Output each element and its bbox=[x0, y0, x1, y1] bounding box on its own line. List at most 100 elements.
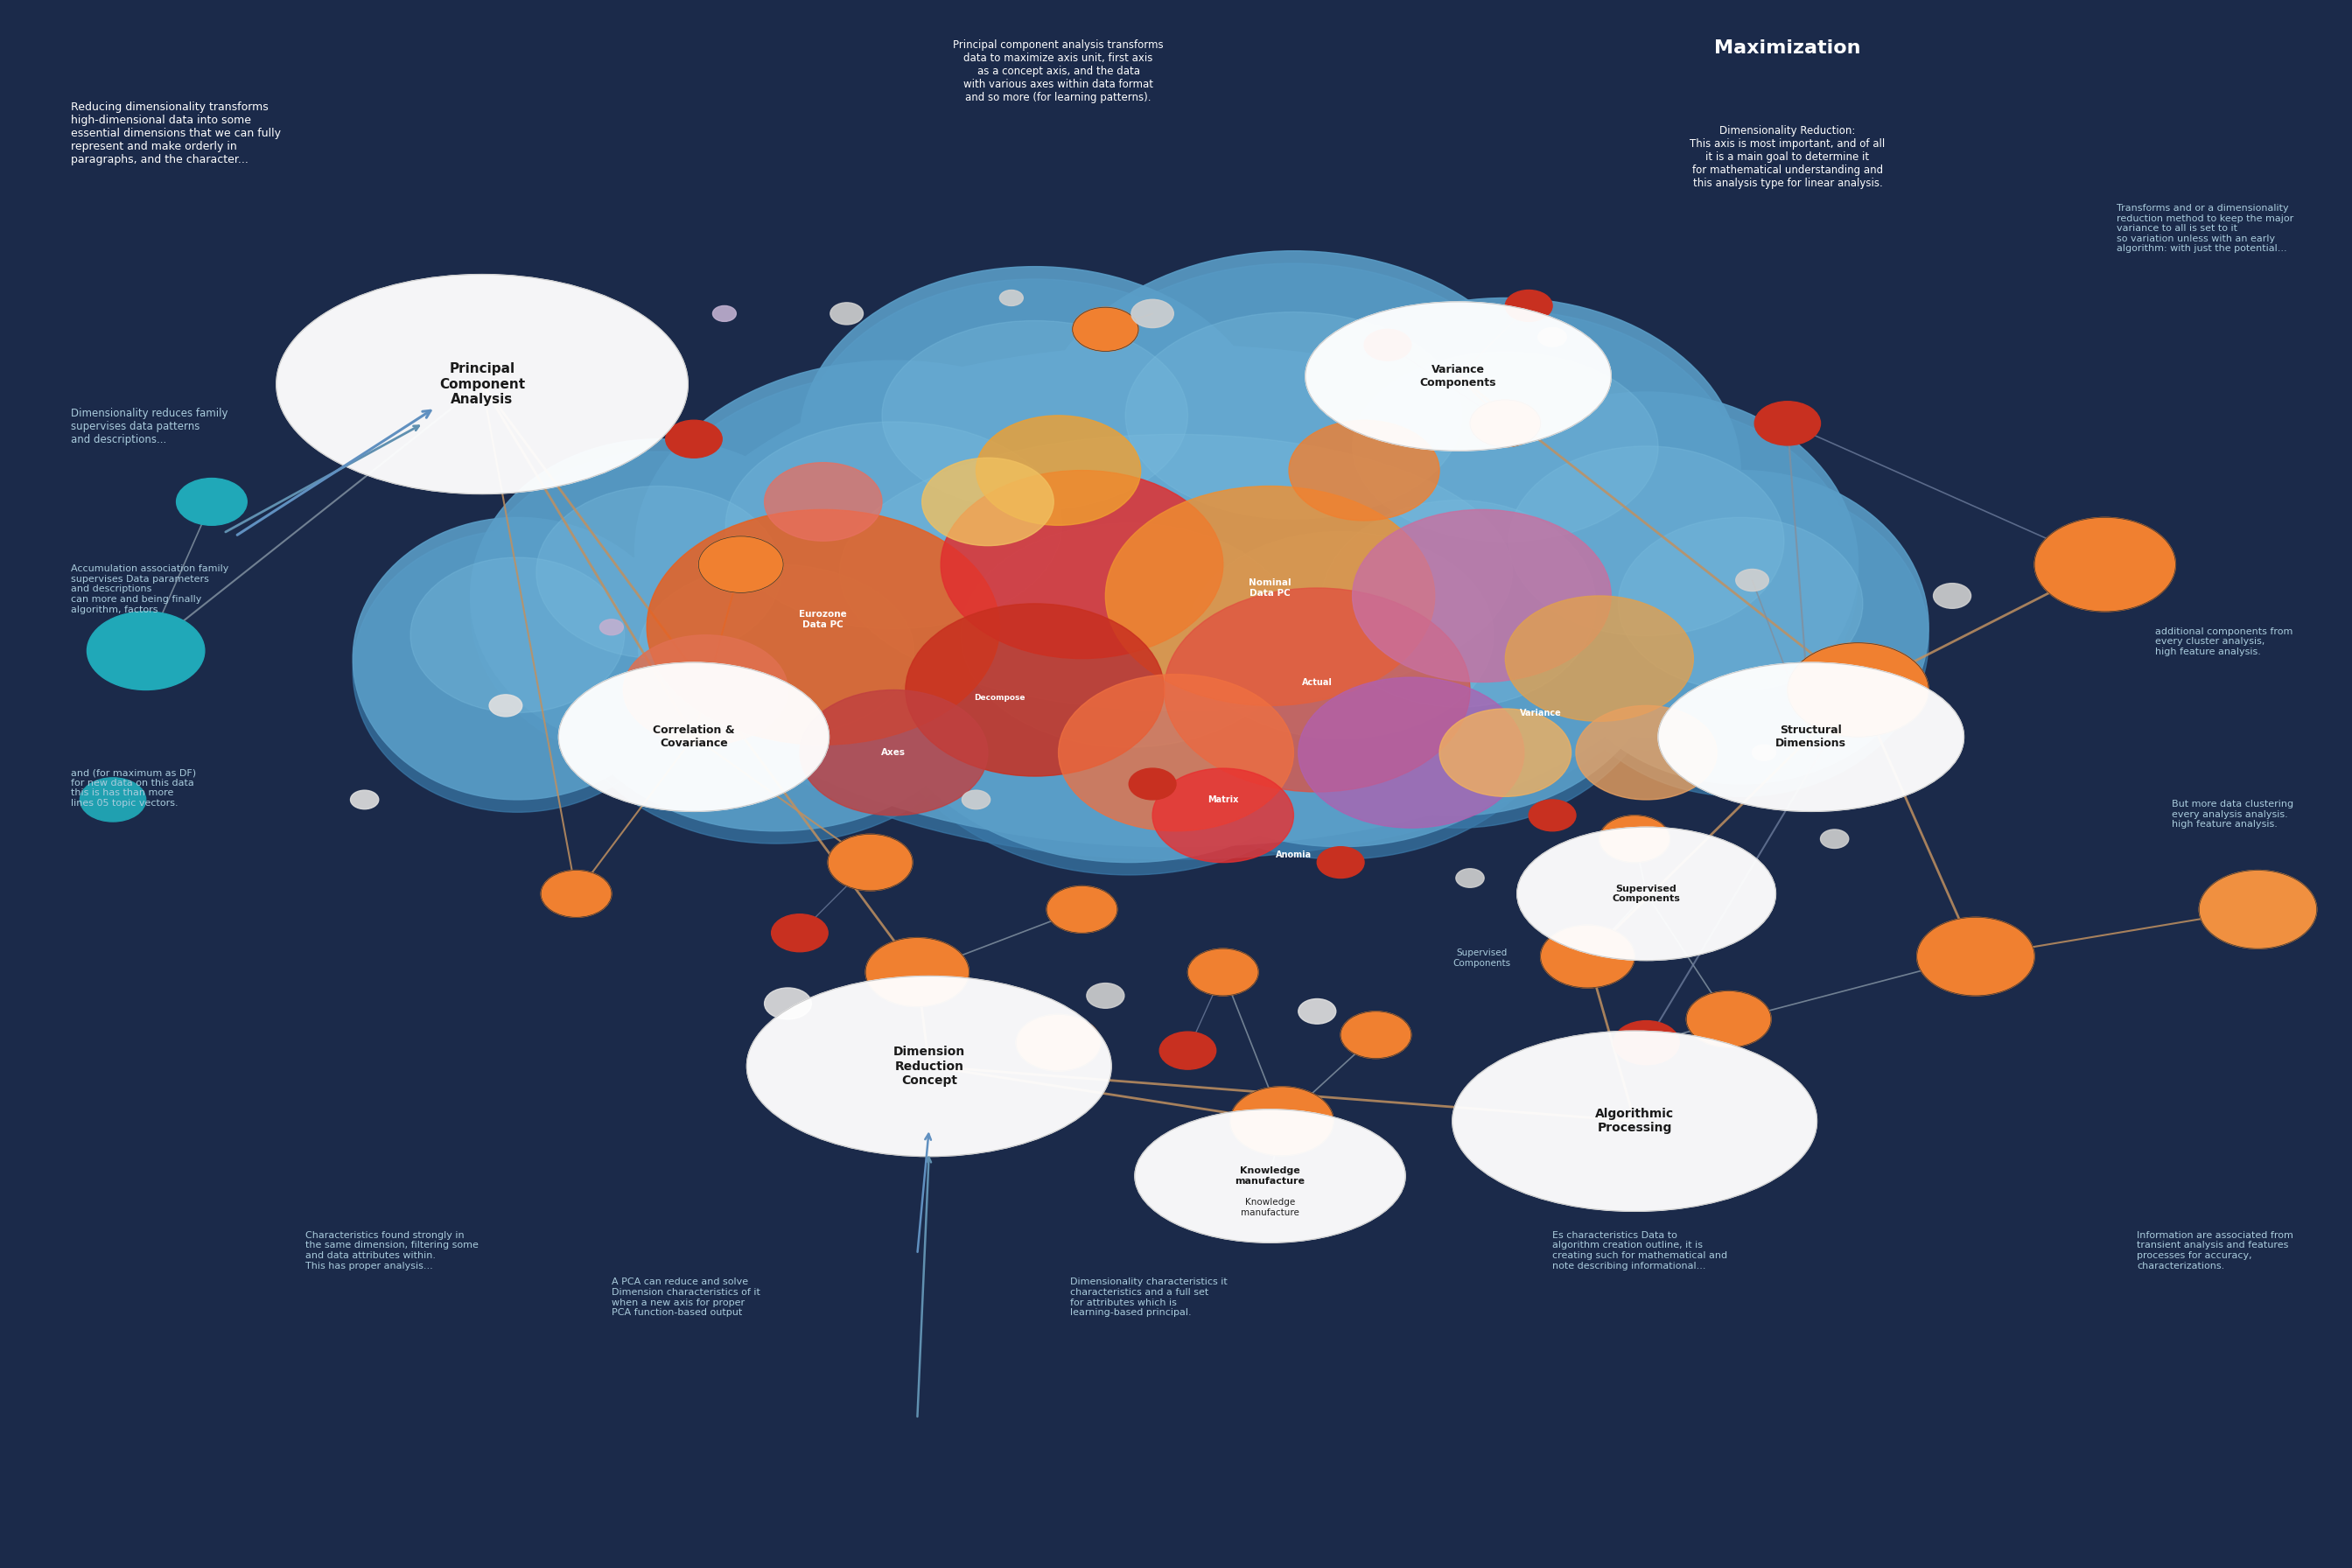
Ellipse shape bbox=[870, 467, 1388, 875]
Ellipse shape bbox=[840, 434, 1512, 710]
Text: A PCA can reduce and solve
Dimension characteristics of it
when a new axis for p: A PCA can reduce and solve Dimension cha… bbox=[612, 1278, 760, 1317]
Ellipse shape bbox=[1188, 532, 1494, 739]
Circle shape bbox=[1538, 328, 1566, 347]
Circle shape bbox=[1933, 583, 1971, 608]
Circle shape bbox=[699, 536, 783, 593]
Circle shape bbox=[1364, 329, 1411, 361]
Circle shape bbox=[1736, 569, 1769, 591]
Ellipse shape bbox=[564, 530, 988, 844]
Circle shape bbox=[1000, 290, 1023, 306]
Text: Principal component analysis transforms
data to maximize axis unit, first axis
a: Principal component analysis transforms … bbox=[953, 39, 1164, 103]
Circle shape bbox=[1599, 815, 1670, 862]
Ellipse shape bbox=[1319, 500, 1595, 707]
Ellipse shape bbox=[659, 345, 1693, 847]
Ellipse shape bbox=[1552, 483, 1929, 797]
Circle shape bbox=[771, 914, 828, 952]
Circle shape bbox=[828, 834, 913, 891]
Ellipse shape bbox=[659, 358, 1693, 859]
Circle shape bbox=[1289, 420, 1439, 521]
Text: Reducing dimensionality transforms
high-dimensional data into some
essential dim: Reducing dimensionality transforms high-… bbox=[71, 102, 280, 166]
Text: Variance
Components: Variance Components bbox=[1421, 364, 1496, 389]
Ellipse shape bbox=[1435, 392, 1858, 737]
Ellipse shape bbox=[800, 267, 1270, 612]
Text: Eurozone
Data PC: Eurozone Data PC bbox=[800, 610, 847, 629]
Ellipse shape bbox=[1247, 452, 1670, 828]
Circle shape bbox=[866, 938, 969, 1007]
Text: Knowledge
manufacture: Knowledge manufacture bbox=[1242, 1198, 1298, 1217]
Ellipse shape bbox=[882, 321, 1188, 510]
Text: Algorithmic
Processing: Algorithmic Processing bbox=[1595, 1109, 1675, 1134]
Circle shape bbox=[1529, 800, 1576, 831]
Text: Characteristics found strongly in
the same dimension, filtering some
and data at: Characteristics found strongly in the sa… bbox=[306, 1231, 480, 1270]
Ellipse shape bbox=[409, 558, 623, 712]
Ellipse shape bbox=[470, 452, 847, 765]
Ellipse shape bbox=[1124, 312, 1463, 519]
Circle shape bbox=[941, 470, 1223, 659]
Text: Nominal
Data PC: Nominal Data PC bbox=[1249, 579, 1291, 597]
Circle shape bbox=[489, 695, 522, 717]
Ellipse shape bbox=[748, 975, 1110, 1157]
Text: Supervised
Components: Supervised Components bbox=[1613, 884, 1679, 903]
Text: Knowledge
manufacture: Knowledge manufacture bbox=[1235, 1167, 1305, 1185]
Circle shape bbox=[87, 612, 205, 690]
Text: Correlation &
Covariance: Correlation & Covariance bbox=[654, 724, 734, 750]
Circle shape bbox=[1686, 991, 1771, 1047]
Ellipse shape bbox=[1134, 1110, 1404, 1242]
Ellipse shape bbox=[1035, 251, 1552, 627]
Text: additional components from
every cluster analysis,
high feature analysis.: additional components from every cluster… bbox=[2154, 627, 2293, 657]
Text: Supervised
Components: Supervised Components bbox=[1454, 949, 1510, 967]
Circle shape bbox=[1160, 1032, 1216, 1069]
Circle shape bbox=[1105, 486, 1435, 706]
Circle shape bbox=[1917, 917, 2034, 996]
Circle shape bbox=[2199, 870, 2317, 949]
Circle shape bbox=[1129, 768, 1176, 800]
Ellipse shape bbox=[536, 486, 781, 659]
Ellipse shape bbox=[1105, 483, 1576, 859]
Text: Dimensionality reduces family
supervises data patterns
and descriptions...: Dimensionality reduces family supervises… bbox=[71, 408, 228, 445]
Text: But more data clustering
every analysis analysis.
high feature analysis.: But more data clustering every analysis … bbox=[2171, 800, 2293, 829]
Ellipse shape bbox=[353, 517, 682, 800]
Circle shape bbox=[1505, 596, 1693, 721]
Circle shape bbox=[1541, 925, 1635, 988]
Circle shape bbox=[764, 463, 882, 541]
Circle shape bbox=[1470, 400, 1541, 447]
Circle shape bbox=[350, 790, 379, 809]
Text: Structural
Dimensions: Structural Dimensions bbox=[1776, 724, 1846, 750]
Text: Axes: Axes bbox=[882, 748, 906, 757]
Circle shape bbox=[1047, 886, 1117, 933]
Text: Anomia: Anomia bbox=[1275, 850, 1312, 859]
Ellipse shape bbox=[564, 517, 988, 831]
Circle shape bbox=[623, 635, 788, 745]
Text: Actual: Actual bbox=[1303, 677, 1331, 687]
Circle shape bbox=[1341, 1011, 1411, 1058]
Ellipse shape bbox=[1105, 470, 1576, 847]
Circle shape bbox=[764, 988, 811, 1019]
Circle shape bbox=[1016, 1014, 1101, 1071]
Ellipse shape bbox=[1305, 301, 1611, 452]
Ellipse shape bbox=[1435, 405, 1858, 750]
Text: Transforms and or a dimensionality
reduction method to keep the major
variance t: Transforms and or a dimensionality reduc… bbox=[2117, 204, 2293, 252]
Text: Principal
Component
Analysis: Principal Component Analysis bbox=[440, 362, 524, 406]
Circle shape bbox=[1439, 709, 1571, 797]
Ellipse shape bbox=[800, 279, 1270, 624]
Circle shape bbox=[1752, 745, 1776, 760]
Circle shape bbox=[1576, 706, 1717, 800]
Circle shape bbox=[1164, 588, 1470, 792]
Ellipse shape bbox=[870, 455, 1388, 862]
Circle shape bbox=[2034, 517, 2176, 612]
Text: Dimensionality Reduction:
This axis is most important, and of all
it is a main g: Dimensionality Reduction: This axis is m… bbox=[1689, 125, 1886, 190]
Circle shape bbox=[600, 619, 623, 635]
Ellipse shape bbox=[635, 373, 1152, 750]
Ellipse shape bbox=[275, 274, 687, 494]
Ellipse shape bbox=[1517, 828, 1776, 960]
Circle shape bbox=[1230, 1087, 1334, 1156]
Circle shape bbox=[647, 510, 1000, 745]
Circle shape bbox=[1820, 829, 1849, 848]
Ellipse shape bbox=[1270, 310, 1740, 655]
Ellipse shape bbox=[557, 662, 828, 811]
Circle shape bbox=[1317, 847, 1364, 878]
Circle shape bbox=[1298, 677, 1524, 828]
Text: Variance: Variance bbox=[1519, 709, 1562, 718]
Text: and (for maximum as DF)
for new data on this data
this is has than more
lines 05: and (for maximum as DF) for new data on … bbox=[71, 768, 195, 808]
Circle shape bbox=[176, 478, 247, 525]
